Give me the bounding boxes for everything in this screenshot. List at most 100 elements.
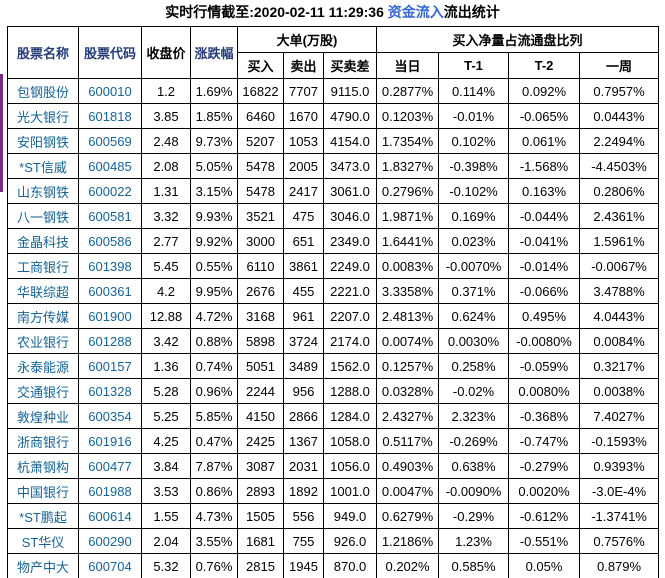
close-price-cell: 1.55 (141, 503, 191, 529)
table-row: 农业银行 601288 3.42 0.88% 5898 3724 2174.0 0.0074%… (7, 328, 660, 354)
table-row: 八一钢铁 600581 3.32 9.93% 3521 475 3046.0 1.9871% 0… (7, 203, 660, 229)
change-pct-cell: 0.55% (190, 253, 238, 279)
table-row: 南方传媒 601900 12.88 4.72% 3168 961 2207.0 2.4813%… (7, 303, 660, 329)
buy-sell-diff-cell: 4790.0 (322, 103, 378, 129)
sell-volume-cell: 1945 (283, 553, 324, 578)
ratio-t1-cell: 2.323% (438, 403, 510, 429)
sell-volume-cell: 956 (283, 378, 324, 404)
change-pct-cell: 9.92% (190, 228, 238, 254)
ratio-t1-cell: 0.585% (438, 553, 510, 578)
buy-volume-cell: 2893 (237, 478, 284, 504)
change-pct-cell: 4.72% (190, 303, 238, 329)
buy-volume-cell: 3168 (237, 303, 284, 329)
stock-code-cell[interactable]: 600354 (78, 403, 142, 429)
sell-volume-cell: 1892 (283, 478, 324, 504)
stock-name-cell[interactable]: 敦煌种业 (7, 403, 79, 429)
stock-code-cell[interactable]: 600485 (78, 153, 142, 179)
stock-code-cell[interactable]: 600010 (78, 78, 142, 104)
table-row: 交通银行 601328 5.28 0.96% 2244 956 1288.0 0.0328% -… (7, 378, 660, 404)
stock-name-cell[interactable]: 交通银行 (7, 378, 79, 404)
stock-name-cell[interactable]: *ST鹏起 (7, 503, 79, 529)
sell-volume-cell: 455 (283, 278, 324, 304)
stock-name-cell[interactable]: ST华仪 (7, 528, 79, 554)
stock-code-cell[interactable]: 600704 (78, 553, 142, 578)
stock-code-cell[interactable]: 601900 (78, 303, 142, 329)
ratio-t1-cell: 0.638% (438, 453, 510, 479)
ratio-t2-cell: 0.092% (508, 78, 581, 104)
buy-sell-diff-cell: 926.0 (322, 528, 378, 554)
col-header-t-minus-1: T-1 (438, 52, 510, 79)
change-pct-cell: 9.73% (190, 128, 238, 154)
ratio-t1-cell: 0.169% (438, 203, 510, 229)
stock-code-cell[interactable]: 600581 (78, 203, 142, 229)
col-header-buy-sell-diff: 买卖差 (322, 52, 378, 79)
ratio-today-cell: 1.8327% (376, 153, 440, 179)
buy-volume-cell: 16822 (237, 78, 284, 104)
stock-code-cell[interactable]: 600569 (78, 128, 142, 154)
ratio-t2-cell: -1.568% (508, 153, 581, 179)
stock-name-cell[interactable]: 华联综超 (7, 278, 79, 304)
stock-code-cell[interactable]: 600290 (78, 528, 142, 554)
table-body: 包钢股份 600010 1.2 1.69% 16822 7707 9115.0 0.2877%… (7, 78, 660, 578)
ratio-week-cell: 3.4788% (579, 278, 660, 304)
buy-volume-cell: 1505 (237, 503, 284, 529)
stock-name-cell[interactable]: 金晶科技 (7, 228, 79, 254)
stock-code-cell[interactable]: 601398 (78, 253, 142, 279)
stock-name-cell[interactable]: 南方传媒 (7, 303, 79, 329)
sell-volume-cell: 556 (283, 503, 324, 529)
buy-volume-cell: 5207 (237, 128, 284, 154)
buy-sell-diff-cell: 2207.0 (322, 303, 378, 329)
stock-code-cell[interactable]: 601988 (78, 478, 142, 504)
change-pct-cell: 1.69% (190, 78, 238, 104)
ratio-today-cell: 1.2186% (376, 528, 440, 554)
sell-volume-cell: 1053 (283, 128, 324, 154)
stock-name-cell[interactable]: 中国银行 (7, 478, 79, 504)
buy-volume-cell: 5898 (237, 328, 284, 354)
stock-name-cell[interactable]: 杭萧钢构 (7, 453, 79, 479)
stock-name-cell[interactable]: 包钢股份 (7, 78, 79, 104)
ratio-t1-cell: 0.102% (438, 128, 510, 154)
stock-name-cell[interactable]: *ST信威 (7, 153, 79, 179)
ratio-t1-cell: 0.258% (438, 353, 510, 379)
stock-code-cell[interactable]: 600157 (78, 353, 142, 379)
stock-name-cell[interactable]: 安阳钢铁 (7, 128, 79, 154)
stock-code-cell[interactable]: 600614 (78, 503, 142, 529)
stock-name-cell[interactable]: 工商银行 (7, 253, 79, 279)
ratio-t1-cell: 1.23% (438, 528, 510, 554)
ratio-today-cell: 0.4903% (376, 453, 440, 479)
ratio-t2-cell: 0.163% (508, 178, 581, 204)
buy-volume-cell: 5478 (237, 153, 284, 179)
change-pct-cell: 9.95% (190, 278, 238, 304)
ratio-week-cell: 0.7957% (579, 78, 660, 104)
ratio-today-cell: 0.0328% (376, 378, 440, 404)
ratio-t1-cell: -0.102% (438, 178, 510, 204)
close-price-cell: 5.25 (141, 403, 191, 429)
ratio-t1-cell: -0.269% (438, 428, 510, 454)
ratio-today-cell: 0.0074% (376, 328, 440, 354)
stock-code-cell[interactable]: 601288 (78, 328, 142, 354)
ratio-today-cell: 2.4327% (376, 403, 440, 429)
stock-code-cell[interactable]: 600361 (78, 278, 142, 304)
stock-code-cell[interactable]: 600586 (78, 228, 142, 254)
ratio-week-cell: 0.2806% (579, 178, 660, 204)
ratio-today-cell: 0.1257% (376, 353, 440, 379)
stock-name-cell[interactable]: 浙商银行 (7, 428, 79, 454)
stock-code-cell[interactable]: 601818 (78, 103, 142, 129)
stock-name-cell[interactable]: 八一钢铁 (7, 203, 79, 229)
stock-name-cell[interactable]: 物产中大 (7, 553, 79, 578)
stock-name-cell[interactable]: 永泰能源 (7, 353, 79, 379)
stock-name-cell[interactable]: 农业银行 (7, 328, 79, 354)
page-title: 实时行情截至:2020-02-11 11:29:36 资金流入流出统计 (0, 0, 665, 26)
table-row: 杭萧钢构 600477 3.84 7.87% 3087 2031 1056.0 0.4903%… (7, 453, 660, 479)
stock-code-cell[interactable]: 600022 (78, 178, 142, 204)
stock-code-cell[interactable]: 600477 (78, 453, 142, 479)
stock-name-cell[interactable]: 山东钢铁 (7, 178, 79, 204)
stock-name-cell[interactable]: 光大银行 (7, 103, 79, 129)
stock-code-cell[interactable]: 601916 (78, 428, 142, 454)
ratio-week-cell: 0.3217% (579, 353, 660, 379)
stock-code-cell[interactable]: 601328 (78, 378, 142, 404)
close-price-cell: 2.48 (141, 128, 191, 154)
close-price-cell: 2.08 (141, 153, 191, 179)
ratio-week-cell: 2.4361% (579, 203, 660, 229)
buy-sell-diff-cell: 3061.0 (322, 178, 378, 204)
